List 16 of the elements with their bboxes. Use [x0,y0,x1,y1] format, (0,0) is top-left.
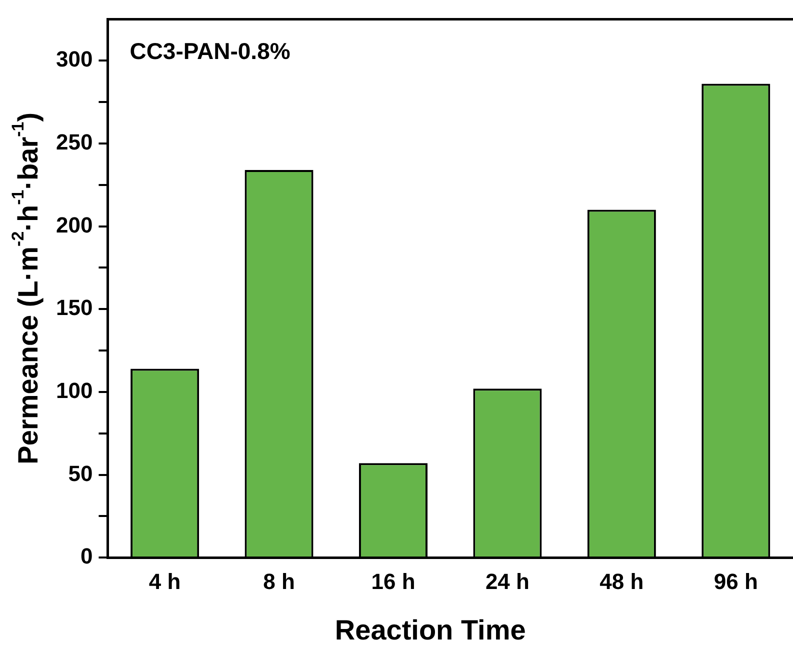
x-tick-label: 16 h [371,568,416,594]
x-axis-title: Reaction Time [334,614,526,646]
y-tick-label: 250 [56,130,93,155]
x-tick-label: 4 h [148,568,181,594]
x-tick-label: 8 h [263,568,295,594]
y-tick-label: 100 [56,378,93,403]
x-tick-label: 96 h [714,568,758,594]
x-tick-label: 24 h [485,568,530,594]
y-tick-label: 0 [80,544,93,569]
y-tick-label: 200 [56,212,93,238]
y-tick-label: 300 [56,46,93,72]
text: CC3-PAN-0.8% [130,38,290,64]
y-tick-label: 50 [68,460,93,486]
y-axis-title: Permeance (L·m-2·h-1·bar-1) [8,112,44,464]
y-tick-label: 150 [56,295,93,320]
x-tick-label: 48 h [600,568,644,594]
